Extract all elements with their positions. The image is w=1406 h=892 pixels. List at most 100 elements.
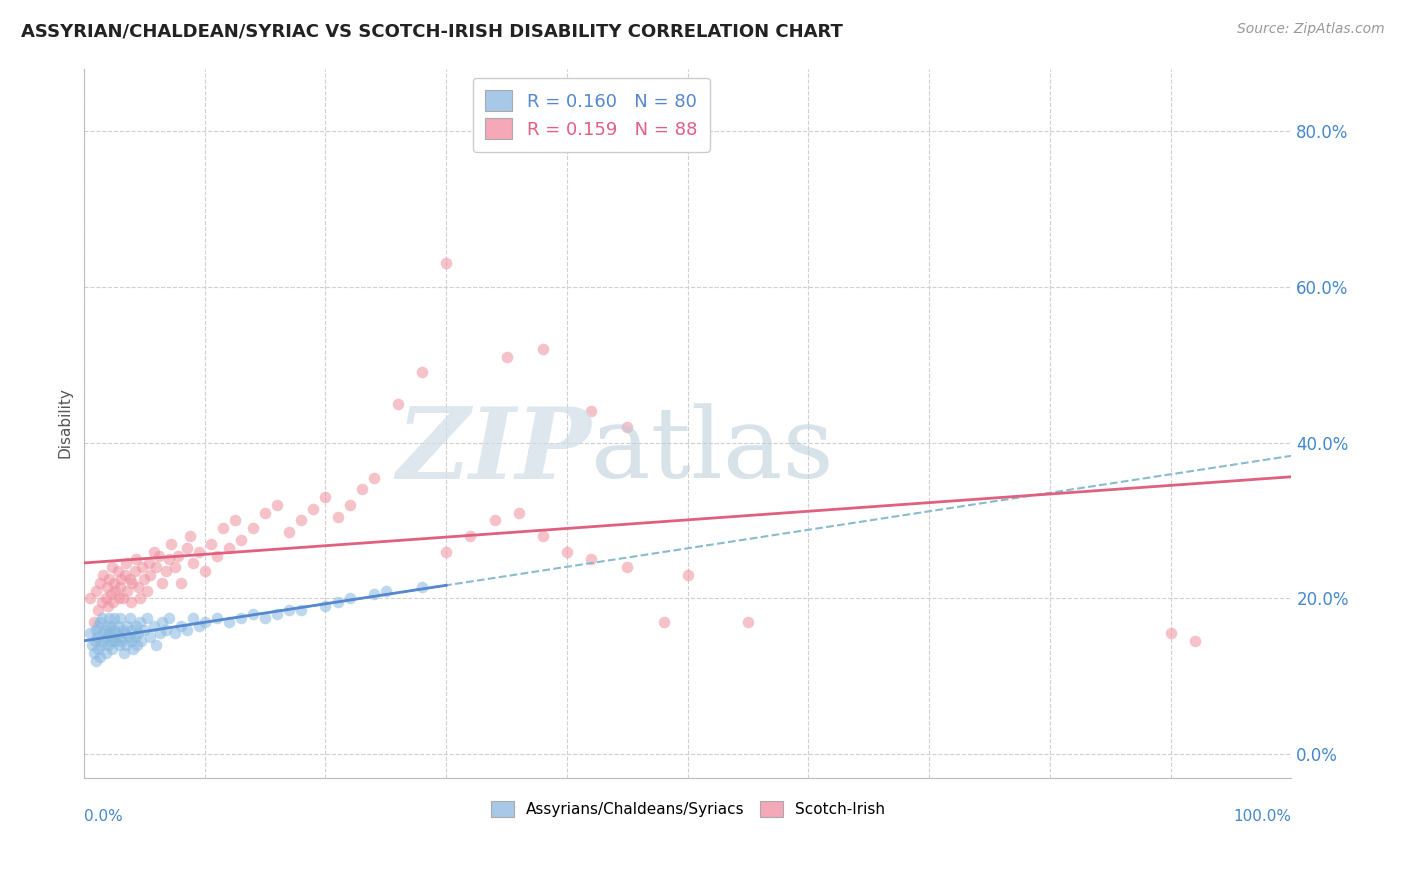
Point: [531, 529, 554, 543]
Point: [87, 642, 110, 657]
Point: [101, 630, 124, 644]
Point: [118, 630, 141, 644]
Point: [108, 611, 131, 625]
Point: [181, 611, 204, 625]
Point: [434, 544, 457, 558]
Point: [737, 615, 759, 629]
Point: [100, 634, 122, 648]
Point: [229, 533, 252, 547]
Point: [91, 568, 114, 582]
Point: [187, 618, 209, 632]
Point: [181, 557, 204, 571]
Point: [149, 626, 172, 640]
Point: [94, 646, 117, 660]
Point: [128, 615, 150, 629]
Point: [103, 575, 125, 590]
Point: [94, 591, 117, 606]
Point: [111, 623, 134, 637]
Point: [1184, 634, 1206, 648]
Point: [84, 654, 107, 668]
Point: [508, 506, 530, 520]
Point: [91, 626, 114, 640]
Point: [211, 521, 233, 535]
Point: [117, 618, 139, 632]
Point: [145, 560, 167, 574]
Point: [97, 599, 120, 614]
Point: [125, 618, 148, 632]
Point: [224, 513, 246, 527]
Point: [652, 615, 675, 629]
Point: [616, 420, 638, 434]
Point: [555, 544, 578, 558]
Point: [103, 611, 125, 625]
Point: [83, 615, 105, 629]
Point: [117, 583, 139, 598]
Point: [120, 634, 142, 648]
Point: [100, 642, 122, 657]
Point: [290, 513, 312, 527]
Point: [266, 498, 288, 512]
Point: [205, 549, 228, 563]
Point: [96, 580, 118, 594]
Point: [134, 572, 156, 586]
Point: [89, 615, 111, 629]
Point: [139, 630, 162, 644]
Point: [125, 552, 148, 566]
Point: [176, 623, 198, 637]
Point: [83, 634, 105, 648]
Point: [135, 583, 157, 598]
Point: [339, 498, 361, 512]
Point: [163, 560, 186, 574]
Point: [374, 583, 396, 598]
Point: [103, 623, 125, 637]
Point: [107, 564, 129, 578]
Point: [411, 580, 433, 594]
Point: [97, 638, 120, 652]
Point: [120, 595, 142, 609]
Point: [278, 603, 301, 617]
Point: [98, 626, 121, 640]
Point: [83, 646, 105, 660]
Point: [91, 634, 114, 648]
Text: Source: ZipAtlas.com: Source: ZipAtlas.com: [1237, 22, 1385, 37]
Point: [676, 568, 699, 582]
Point: [167, 549, 190, 563]
Point: [148, 549, 170, 563]
Point: [194, 564, 217, 578]
Point: [79, 626, 101, 640]
Point: [326, 509, 349, 524]
Point: [484, 513, 506, 527]
Text: ASSYRIAN/CHALDEAN/SYRIAC VS SCOTCH-IRISH DISABILITY CORRELATION CHART: ASSYRIAN/CHALDEAN/SYRIAC VS SCOTCH-IRISH…: [21, 22, 844, 40]
Text: 100.0%: 100.0%: [1233, 809, 1292, 824]
Point: [616, 560, 638, 574]
Point: [115, 638, 138, 652]
Point: [160, 537, 183, 551]
Point: [152, 615, 174, 629]
Point: [87, 603, 110, 617]
Point: [110, 634, 132, 648]
Point: [100, 587, 122, 601]
Point: [1160, 626, 1182, 640]
Point: [121, 623, 143, 637]
Point: [242, 521, 264, 535]
Point: [84, 623, 107, 637]
Point: [110, 572, 132, 586]
Point: [104, 634, 127, 648]
Point: [79, 591, 101, 606]
Point: [100, 560, 122, 574]
Point: [139, 568, 162, 582]
Point: [121, 575, 143, 590]
Point: [339, 591, 361, 606]
Point: [82, 638, 104, 652]
Point: [111, 591, 134, 606]
Point: [86, 630, 108, 644]
Point: [387, 396, 409, 410]
Point: [108, 580, 131, 594]
Point: [108, 591, 131, 606]
Point: [138, 557, 160, 571]
Point: [87, 618, 110, 632]
Point: [134, 623, 156, 637]
Point: [127, 580, 149, 594]
Point: [108, 630, 131, 644]
Point: [129, 634, 152, 648]
